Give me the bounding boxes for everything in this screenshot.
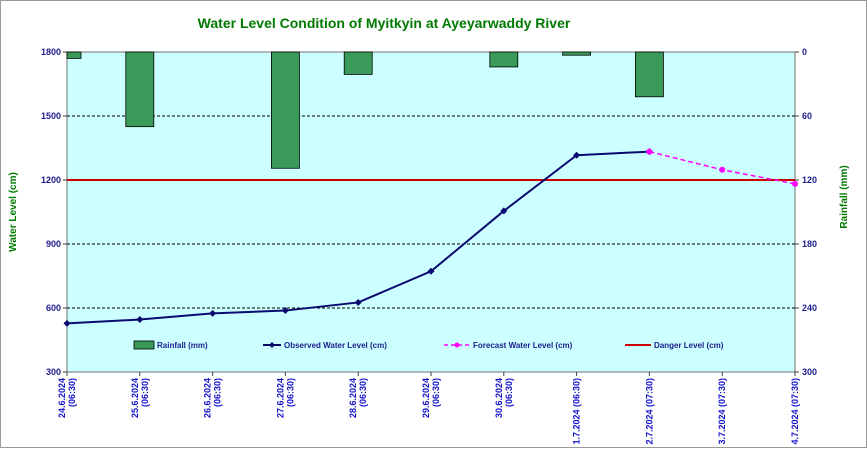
legend-label: Danger Level (cm) xyxy=(654,341,724,350)
x-tick-label-group: 30.6.2024 (06:30) xyxy=(494,378,514,418)
y-tick-label: 300 xyxy=(46,367,61,377)
x-tick-label: 24.6.2024 xyxy=(57,378,67,418)
rainfall-bar xyxy=(66,51,82,59)
x-tick-label: 26.6.2024 xyxy=(203,378,213,418)
y-tick-label: 900 xyxy=(46,239,61,249)
x-tick-label-group: 3.7.2024 (07:30) xyxy=(717,378,727,445)
x-tick-label-group: 1.7.2024 (06:30) xyxy=(572,378,582,445)
x-tick-label: 25.6.2024 xyxy=(130,378,140,418)
y-tick-label: 600 xyxy=(46,303,61,313)
x-tick-label-group: 24.6.2024 (06:30) xyxy=(57,378,77,418)
right-axis-ticks: 0 60 120 180 240 300 xyxy=(795,47,817,377)
observed-point xyxy=(573,151,581,159)
legend-label: Observed Water Level (cm) xyxy=(284,341,387,350)
x-tick-label-group: 4.7.2024 (07:30) xyxy=(790,378,800,445)
left-axis-ticks: 300 600 900 1200 1500 1800 xyxy=(41,47,67,377)
y2-tick-label: 300 xyxy=(802,367,817,377)
x-tick-label-group: 2.7.2024 (07:30) xyxy=(644,378,654,445)
plot-area xyxy=(66,51,796,373)
y2-tick-label: 0 xyxy=(802,47,807,57)
chart-title: Water Level Condition of Myitkyin at Aye… xyxy=(198,15,571,31)
x-tick-label-group: 25.6.2024 (06:30) xyxy=(130,378,150,418)
legend-marker-observed xyxy=(269,342,275,348)
forecast-point xyxy=(646,148,653,155)
observed-point xyxy=(136,316,144,324)
x-tick-label: 4.7.2024 (07:30) xyxy=(790,378,800,445)
rainfall-bar xyxy=(343,51,373,75)
x-tick-label: (06:30) xyxy=(504,378,514,407)
y2-tick-label: 180 xyxy=(802,239,817,249)
observed-point xyxy=(63,319,71,327)
legend-label: Rainfall (mm) xyxy=(157,341,208,350)
forecast-point xyxy=(792,180,798,187)
forecast-point xyxy=(719,166,726,173)
x-tick-label: 1.7.2024 (06:30) xyxy=(572,378,582,445)
x-tick-label: 27.6.2024 xyxy=(275,378,285,418)
y2-tick-label: 120 xyxy=(802,175,817,185)
x-tick-label-group: 26.6.2024 (06:30) xyxy=(203,378,223,418)
rainfall-bar xyxy=(270,51,300,169)
x-tick-label: (06:30) xyxy=(285,378,295,407)
x-tick-label: (06:30) xyxy=(140,378,150,407)
y-axis-title: Water Level (cm) xyxy=(8,172,19,252)
rainfall-bar xyxy=(635,51,664,98)
y2-tick-label: 240 xyxy=(802,303,817,313)
x-tick-label: (06:30) xyxy=(213,378,223,407)
x-tick-label: 3.7.2024 (07:30) xyxy=(717,378,727,445)
x-tick-label-group: 27.6.2024 (06:30) xyxy=(275,378,295,418)
legend: Rainfall (mm) Observed Water Level (cm) Fo… xyxy=(133,340,724,350)
y-tick-label: 1800 xyxy=(41,47,61,57)
x-tick-label: (06:30) xyxy=(358,378,368,407)
observed-point xyxy=(500,207,508,215)
x-tick-label-group: 29.6.2024 (06:30) xyxy=(421,378,441,418)
rainfall-bar xyxy=(562,51,591,56)
y-tick-label: 1200 xyxy=(41,175,61,185)
y2-tick-label: 60 xyxy=(802,111,812,121)
observed-point xyxy=(427,267,435,275)
rainfall-bar xyxy=(125,51,155,128)
x-tick-label: (06:30) xyxy=(67,378,77,407)
observed-point xyxy=(354,298,362,306)
x-axis-ticks: 24.6.2024 (06:30) 25.6.2024 (06:30) 26.6.202… xyxy=(57,372,800,445)
x-tick-label: 29.6.2024 xyxy=(421,378,431,418)
x-tick-label: 30.6.2024 xyxy=(494,378,504,418)
x-tick-label: (06:30) xyxy=(431,378,441,407)
rainfall-bar xyxy=(489,51,519,68)
x-tick-label-group: 28.6.2024 (06:30) xyxy=(348,378,368,418)
legend-swatch-rainfall xyxy=(133,340,155,350)
rainfall-bars xyxy=(66,51,664,169)
y2-axis-title: Rainfall (mm) xyxy=(839,165,850,228)
forecast-series xyxy=(646,148,798,187)
legend-label: Forecast Water Level (cm) xyxy=(473,341,573,350)
observed-point xyxy=(281,307,289,315)
x-tick-label: 2.7.2024 (07:30) xyxy=(644,378,654,445)
legend-marker-forecast xyxy=(454,342,460,348)
y-tick-label: 1500 xyxy=(41,111,61,121)
x-tick-label: 28.6.2024 xyxy=(348,378,358,418)
observed-point xyxy=(209,309,217,317)
